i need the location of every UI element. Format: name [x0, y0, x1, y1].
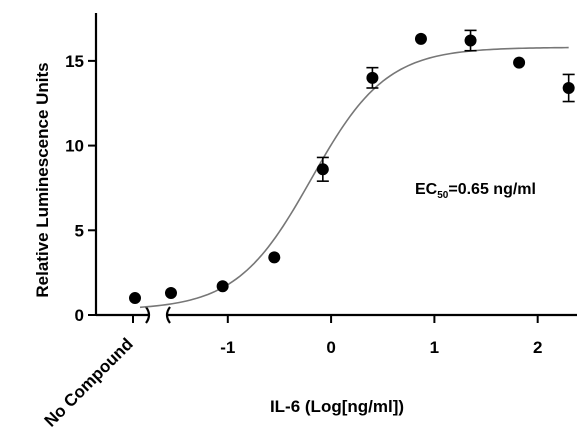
control-label: No Compound [41, 334, 137, 430]
control-point [129, 292, 141, 305]
data-point [464, 34, 477, 47]
x-axis-title: IL-6 (Log[ng/ml]) [270, 397, 404, 416]
x-tick-label: -1 [220, 338, 235, 357]
y-tick-label: 5 [75, 221, 84, 240]
ec50-annotation: EC50=0.65 ng/ml [415, 181, 536, 201]
y-tick-label: 10 [65, 137, 84, 156]
data-point [414, 32, 427, 45]
ec50-value: =0.65 ng/ml [448, 181, 536, 198]
x-tick-label: 0 [326, 338, 335, 357]
ec50-subscript: 50 [437, 190, 449, 201]
fit-curve-layer [139, 46, 569, 309]
data-point [316, 163, 329, 176]
axis-break-right [165, 306, 171, 324]
data-point [562, 81, 575, 94]
x-tick-label: 2 [533, 338, 542, 357]
data-point [366, 71, 379, 84]
data-point [513, 56, 526, 69]
y-axis-title: Relative Luminescence Units [33, 62, 52, 297]
data-point [268, 251, 281, 264]
x-tick-label: 1 [430, 338, 439, 357]
y-tick-label: 15 [65, 52, 84, 71]
axes: 0 5 10 15 -1 0 1 2 [65, 13, 577, 357]
axis-break-left [145, 306, 151, 324]
data-point [164, 286, 177, 299]
fit-curve [139, 46, 569, 309]
data-points-layer [129, 29, 575, 305]
y-tick-label: 0 [75, 306, 84, 325]
data-point [216, 280, 229, 293]
ec50-main: EC [415, 181, 438, 198]
